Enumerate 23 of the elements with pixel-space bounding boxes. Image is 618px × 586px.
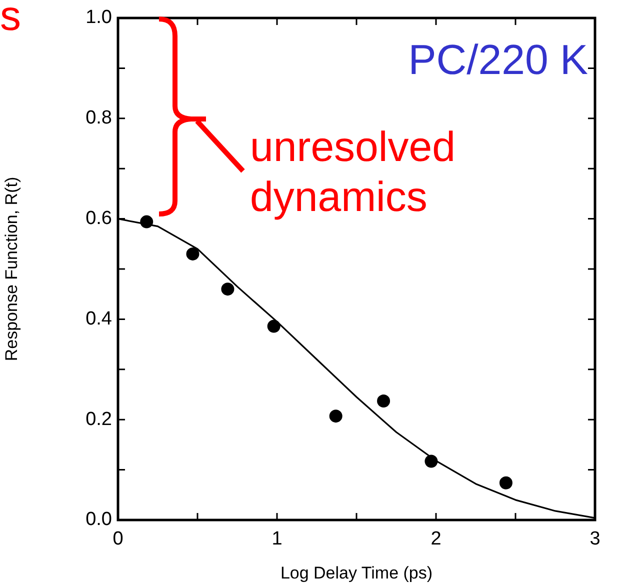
point — [424, 454, 438, 468]
annotation: unresolved dynamics — [250, 122, 456, 222]
y-tick-label: 0.2 — [86, 408, 112, 430]
point — [186, 247, 200, 260]
y-tick-label: 1.0 — [86, 7, 112, 28]
annotation: PC/220 K — [408, 36, 588, 84]
y-tick-label: 0.4 — [86, 308, 112, 330]
point — [499, 476, 512, 490]
y-axis-title: Response Function, R(t) — [2, 176, 21, 362]
point — [140, 215, 154, 228]
y-tick-label: 0.8 — [86, 108, 112, 129]
y-tick-label: 0.0 — [86, 509, 112, 530]
x-tick-label: 3 — [590, 528, 600, 550]
point — [221, 282, 234, 296]
point — [267, 320, 280, 333]
x-tick-label: 1 — [272, 528, 282, 550]
text: s — [0, 0, 21, 40]
y-tick-label: 0.6 — [86, 208, 112, 230]
x-axis-title: Log Delay Time (ps) — [280, 563, 433, 582]
x-tick-label: 2 — [430, 528, 442, 550]
point — [329, 410, 342, 423]
x-tick-label: 0 — [112, 528, 124, 550]
point — [377, 394, 390, 408]
